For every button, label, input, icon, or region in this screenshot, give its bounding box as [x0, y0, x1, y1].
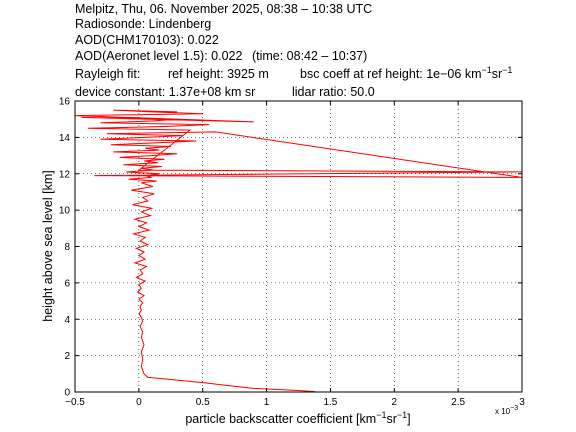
aod-aeronet-time: (time: 08:42 – 10:37) — [252, 49, 367, 63]
chart-title-line1: Melpitz, Thu, 06. November 2025, 08:38 –… — [75, 2, 372, 16]
rayleigh-label: Rayleigh fit: — [75, 67, 140, 81]
x-ticks: −0.5 0 0.5 1 1.5 2 2.5 3 — [65, 101, 525, 408]
y-tick-label: 14 — [59, 133, 71, 144]
y-tick-label: 0 — [64, 388, 70, 399]
chart-title-line4: AOD(Aeronet level 1.5): 0.022 (time: 08:… — [75, 49, 367, 63]
y-ticks: 0 2 4 6 8 10 12 14 16 — [59, 97, 522, 399]
x-axis-label-sup2: −1 — [397, 410, 407, 420]
bsc-coeff: bsc coeff at ref height: 1e−06 km−1sr−1 — [300, 65, 512, 81]
ref-height: ref height: 3925 m — [168, 67, 269, 81]
bsc-coeff-sr: sr — [492, 67, 502, 81]
x-tick-label: 2.5 — [451, 397, 465, 408]
y-tick-label: 10 — [59, 206, 71, 217]
grid — [75, 101, 522, 392]
x-tick-label: 1 — [264, 397, 270, 408]
x-tick-label: −0.5 — [65, 397, 85, 408]
x-axis-label-sup1: −1 — [376, 410, 386, 420]
x-tick-label: 2 — [392, 397, 398, 408]
x-axis-label-suffix: ] — [407, 412, 410, 426]
x-multiplier-exp: −3 — [510, 405, 518, 412]
x-axis-label-sr: sr — [386, 412, 396, 426]
x-axis-label-prefix: particle backscatter coefficient [km — [185, 412, 376, 426]
x-tick-label: 0 — [136, 397, 142, 408]
bsc-coeff-sup2: −1 — [502, 65, 512, 75]
x-multiplier: x 10−3 — [495, 405, 518, 416]
data-series — [75, 109, 522, 392]
y-tick-label: 12 — [59, 169, 71, 180]
x-tick-label: 3 — [519, 397, 525, 408]
x-axis-label: particle backscatter coefficient [km−1sr… — [185, 410, 410, 426]
x-tick-label: 1.5 — [323, 397, 337, 408]
backscatter-profile-line — [75, 109, 522, 392]
aod-aeronet: AOD(Aeronet level 1.5): 0.022 — [75, 49, 242, 63]
bsc-coeff-sup1: −1 — [481, 65, 491, 75]
y-tick-label: 16 — [59, 97, 71, 108]
y-tick-label: 8 — [64, 242, 70, 253]
y-tick-label: 4 — [64, 315, 70, 326]
chart-title-line3: AOD(CHM170103): 0.022 — [75, 33, 219, 47]
y-tick-label: 2 — [64, 351, 70, 362]
x-tick-label: 0.5 — [196, 397, 210, 408]
y-tick-label: 6 — [64, 278, 70, 289]
y-axis-label: height above sea level [km] — [41, 170, 55, 321]
chart-title-line2: Radiosonde: Lindenberg — [75, 17, 211, 31]
x-multiplier-base: x 10 — [495, 407, 511, 416]
device-constant: device constant: 1.37e+08 km sr — [75, 85, 255, 99]
bsc-coeff-prefix: bsc coeff at ref height: 1e−06 km — [300, 67, 481, 81]
lidar-ratio: lidar ratio: 50.0 — [292, 85, 375, 99]
